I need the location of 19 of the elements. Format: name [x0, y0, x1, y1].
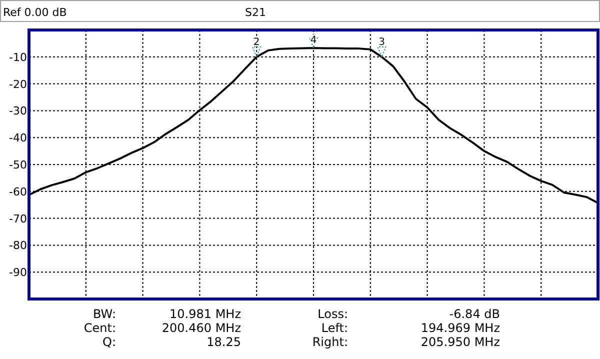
text: Q: 18.25	[102, 335, 241, 349]
text: Cent: 200.460 MHz	[84, 321, 241, 335]
y-tick-label: -10	[9, 50, 27, 64]
text: Left: 194.969 MHz	[321, 321, 500, 335]
y-tick-label: -70	[9, 212, 27, 226]
y-tick-label: -50	[9, 158, 27, 172]
text: BW: 10.981 MHz	[92, 307, 241, 321]
text: Right: 205.950 MHz	[312, 335, 500, 349]
y-tick-label: -30	[9, 104, 27, 118]
text: Loss: -6.84 dB	[318, 307, 500, 321]
y-tick-label: -20	[9, 78, 27, 91]
chart-title: S21	[245, 6, 266, 19]
y-tick-label: -60	[9, 185, 27, 198]
y-tick-label: -40	[9, 132, 27, 145]
y-tick-label: -90	[9, 266, 27, 280]
y-tick-label: -80	[9, 239, 27, 252]
annotation: 3	[378, 36, 385, 48]
annotation: 2	[253, 36, 260, 48]
chart-subtitle: Ref 0.00 dB	[3, 6, 67, 19]
